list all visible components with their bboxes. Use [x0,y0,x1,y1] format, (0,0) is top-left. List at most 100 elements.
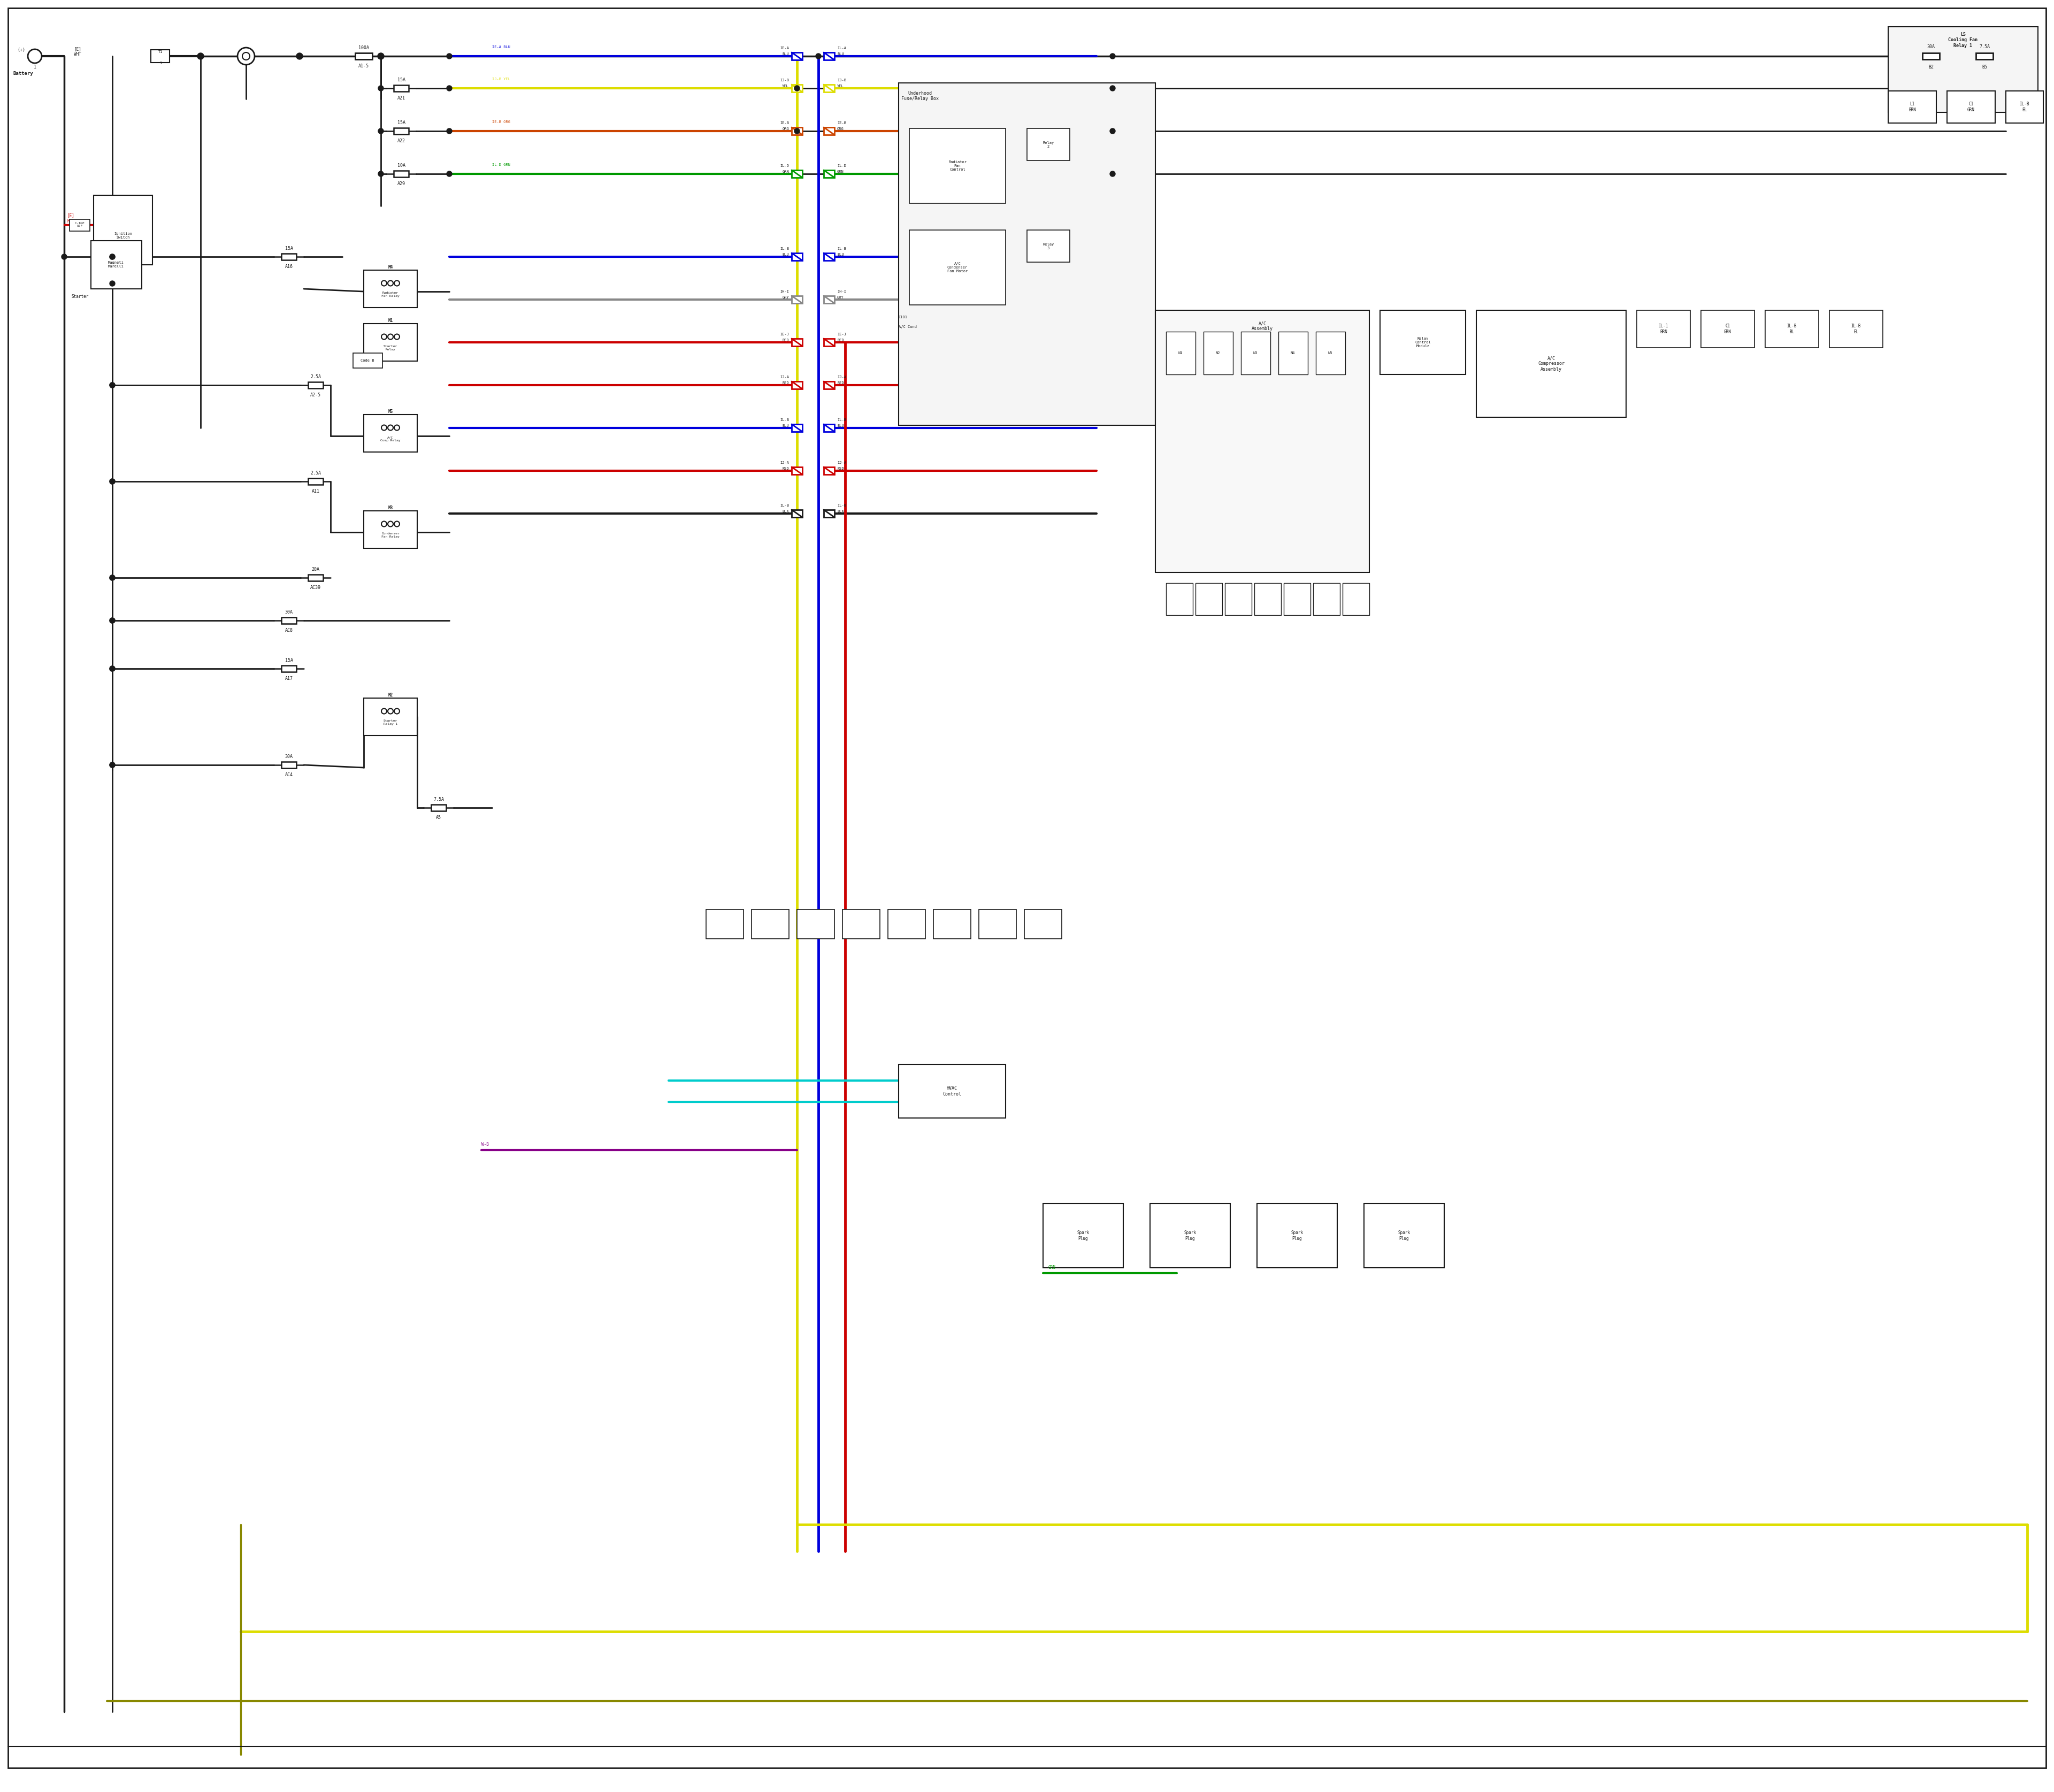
Bar [353,353,382,367]
Text: Starter
Relay 1: Starter Relay 1 [384,720,398,726]
Text: Magneti
Marelli: Magneti Marelli [109,262,123,269]
Text: 2.5A: 2.5A [310,471,320,475]
Text: Relay
2: Relay 2 [1043,142,1054,149]
Bar [308,575,322,581]
Text: GRN: GRN [1048,1265,1056,1271]
Text: IJ-A: IJ-A [781,461,789,464]
Text: IL-1
BRN: IL-1 BRN [1658,324,1668,333]
Circle shape [378,54,384,59]
Circle shape [62,254,68,260]
Text: IE-J: IE-J [781,333,789,335]
Bar [1343,582,1370,615]
Text: N2: N2 [1216,351,1220,355]
Bar [1278,332,1308,375]
Bar [791,84,803,91]
Bar [1257,1204,1337,1267]
Bar [308,478,322,484]
Text: Starter
Relay: Starter Relay [384,346,398,351]
Bar [1027,129,1070,161]
Bar [791,127,803,134]
Bar [1637,310,1690,348]
Text: BLU: BLU [838,52,844,56]
Circle shape [1109,172,1115,177]
Text: RED: RED [68,219,74,224]
Text: 2.5A: 2.5A [310,375,320,380]
Bar [791,52,803,59]
Bar [1380,310,1467,375]
Text: A/C
Compressor
Assembly: A/C Compressor Assembly [1538,357,1565,371]
Bar [364,324,417,360]
Bar [1154,310,1370,572]
Text: BLK: BLK [838,509,844,513]
Text: AC8: AC8 [286,627,294,633]
Bar [824,84,834,91]
Circle shape [446,172,452,177]
Text: IH-I: IH-I [838,290,846,294]
Text: IL-B: IL-B [781,504,789,507]
Text: B5: B5 [1982,65,1986,70]
Bar [1284,582,1310,615]
Bar [752,909,789,939]
Text: AC4: AC4 [286,772,294,778]
Bar [824,127,834,134]
Text: RED: RED [838,382,844,385]
Circle shape [378,86,384,91]
Circle shape [382,281,386,287]
Bar [364,511,417,548]
Text: RED: RED [783,339,789,342]
Bar [1025,909,1062,939]
Bar [1888,91,1937,124]
Text: M4: M4 [388,265,392,269]
Text: Relay
Control
Module: Relay Control Module [1415,337,1432,348]
Text: IE-B: IE-B [838,122,846,125]
Bar [394,86,409,91]
Text: 15A: 15A [396,120,405,125]
Bar [1224,582,1251,615]
Text: A/C
Comp Relay: A/C Comp Relay [380,435,401,443]
Text: IE-A BLU: IE-A BLU [493,45,509,48]
Circle shape [388,521,392,527]
Text: IL-B: IL-B [838,418,846,421]
Text: 7.5A: 7.5A [433,797,444,801]
Circle shape [394,425,401,430]
Text: BLU: BLU [783,253,789,256]
Text: 10A: 10A [396,163,405,168]
Bar [281,762,296,769]
Bar [980,909,1017,939]
Circle shape [815,54,822,59]
Circle shape [238,48,255,65]
Text: Condenser
Fan Relay: Condenser Fan Relay [382,532,398,538]
Circle shape [446,86,452,91]
Bar [791,509,803,518]
Text: Relay
3: Relay 3 [1043,242,1054,249]
Bar [394,170,409,177]
Bar [1167,332,1195,375]
Text: GRN: GRN [838,170,844,174]
Circle shape [388,333,392,339]
Text: GRY: GRY [838,296,844,299]
Bar [431,805,446,810]
Bar [842,909,879,939]
Bar [1888,27,2038,113]
Bar [1255,582,1282,615]
Text: 1: 1 [160,61,162,65]
Circle shape [394,333,401,339]
Circle shape [109,382,115,387]
Text: A/C
Assembly: A/C Assembly [1251,321,1273,332]
Circle shape [109,478,115,484]
Text: Spark
Plug: Spark Plug [1399,1231,1411,1240]
Bar [1313,582,1339,615]
Bar [364,271,417,308]
Text: Spark
Plug: Spark Plug [1183,1231,1195,1240]
Text: Code B: Code B [362,358,374,362]
Text: A/C
Condenser
Fan Motor: A/C Condenser Fan Motor [947,262,967,272]
Bar [2007,91,2044,124]
Circle shape [109,281,115,287]
Bar [364,699,417,735]
Text: 15A: 15A [286,658,294,663]
Circle shape [388,425,392,430]
Bar [1764,310,1818,348]
Circle shape [1109,86,1115,91]
Circle shape [394,281,401,287]
Text: M3: M3 [388,505,392,511]
